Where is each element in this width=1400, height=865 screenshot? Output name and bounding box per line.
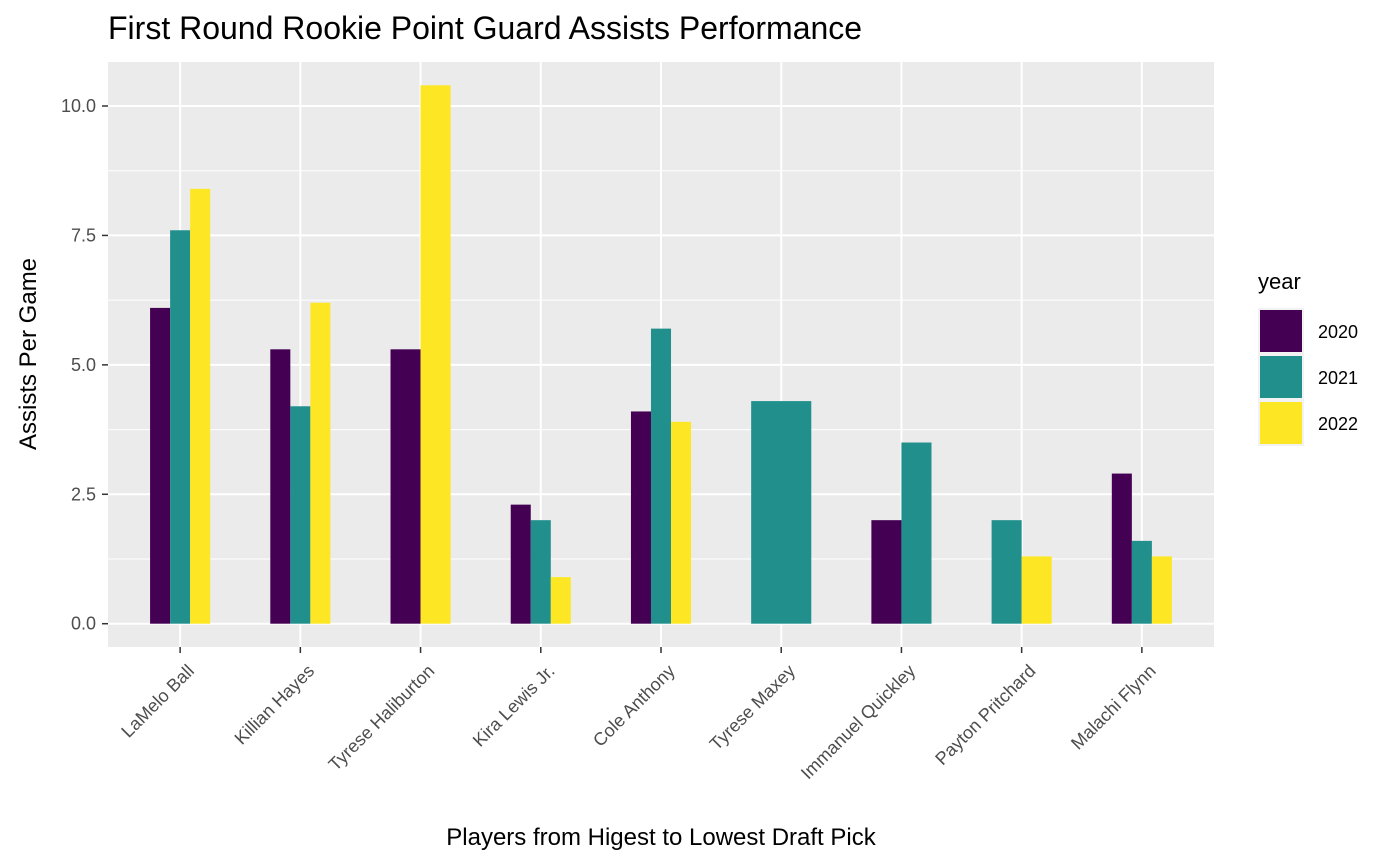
bar [1111,473,1132,624]
x-tick-label: Malachi Flynn [1067,661,1160,754]
bar [1131,540,1152,624]
legend-label: 2020 [1318,322,1358,342]
bar [150,307,171,624]
x-tick-label: Killian Hayes [231,661,319,749]
bar [1151,556,1172,624]
x-tick-label: Tyrese Haliburton [325,661,439,775]
bar [991,520,1022,624]
legend-key [1260,356,1302,398]
bar [550,577,571,624]
x-tick-label: Kira Lewis Jr. [469,661,559,751]
x-axis-title: Players from Higest to Lowest Draft Pick [446,824,876,851]
bar [510,504,531,624]
legend-title: year [1258,269,1301,294]
y-tick-label: 2.5 [71,484,96,504]
y-axis-title: Assists Per Game [15,258,42,450]
legend: year 2020 2021 2022 [1258,269,1358,446]
bar [630,411,651,624]
bar [290,406,311,624]
bar [170,230,191,624]
bar [310,302,331,624]
legend-key [1260,402,1302,444]
x-axis: LaMelo Ball Killian Hayes Tyrese Haliburto… [117,647,1160,783]
x-tick-label: LaMelo Ball [117,661,198,742]
bar [270,349,291,624]
legend-key [1260,310,1302,352]
y-tick-label: 5.0 [71,355,96,375]
x-tick-label: Cole Anthony [589,661,679,751]
legend-label: 2022 [1318,414,1358,434]
bar [1021,556,1052,624]
bar [871,520,902,624]
y-tick-label: 0.0 [71,614,96,634]
x-tick-label: Payton Pritchard [931,661,1039,769]
x-tick-label: Immanuel Quickley [797,661,919,783]
bar [751,401,812,624]
bar [420,85,451,624]
legend-label: 2021 [1318,368,1358,388]
y-tick-label: 10.0 [61,96,96,116]
x-tick-label: Tyrese Maxey [706,661,799,754]
bar [650,328,672,624]
chart-title: First Round Rookie Point Guard Assists P… [108,10,862,46]
y-tick-label: 7.5 [71,225,96,245]
bar [190,188,211,624]
y-axis: 0.0 2.5 5.0 7.5 10.0 [61,96,108,634]
bar [390,349,421,624]
bars [150,85,1172,624]
bar [671,421,692,624]
bar [530,520,551,624]
bar [901,442,932,624]
